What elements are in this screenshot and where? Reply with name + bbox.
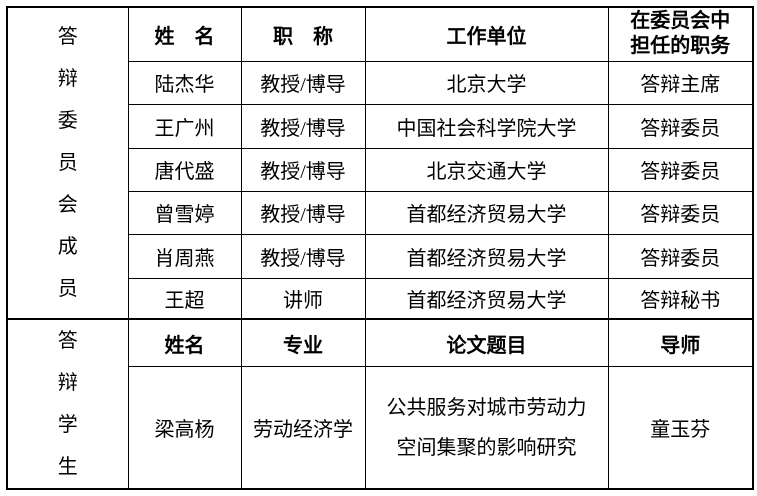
member-row: 曾雪婷 教授/博导 首都经济贸易大学 答辩委员 [7,190,754,235]
member-role: 答辩主席 [607,60,754,105]
student-row: 梁高杨 劳动经济学 公共服务对城市劳动力 空间集聚的影响研究 童玉芬 [7,366,754,490]
member-name: 唐代盛 [127,147,242,192]
student-header-row: 答 辩 学 生 姓名 专业 论文题目 导师 [6,318,754,490]
committee-header-title: 职 称 [240,6,366,62]
member-title: 讲师 [240,277,366,320]
member-title: 教授/博导 [240,103,366,149]
student-header-major: 专业 [240,318,366,368]
committee-group-label: 答 辩 委 员 会 成 员 [6,6,129,320]
student-group-label: 答 辩 学 生 [6,318,129,490]
member-title: 教授/博导 [240,190,366,235]
member-organization: 北京交通大学 [364,147,609,192]
member-organization: 首都经济贸易大学 [364,277,609,320]
member-title: 教授/博导 [240,60,366,105]
committee-header-row: 答 辩 委 员 会 成 员 姓 名 职 称 工作单位 在委员会中 担任的职务 [6,6,754,320]
committee-header-organization: 工作单位 [364,6,609,62]
student-name: 梁高杨 [127,366,242,490]
member-title: 教授/博导 [240,233,366,279]
member-name: 王超 [127,277,242,320]
member-name: 陆杰华 [127,60,242,105]
member-title: 教授/博导 [240,147,366,192]
member-row: 王广州 教授/博导 中国社会科学院大学 答辩委员 [7,103,754,149]
student-thesis-title: 公共服务对城市劳动力 空间集聚的影响研究 [364,366,609,490]
member-role: 答辩委员 [607,190,754,235]
student-header-thesis: 论文题目 [364,318,609,368]
member-organization: 首都经济贸易大学 [364,233,609,279]
member-row: 陆杰华 教授/博导 北京大学 答辩主席 [7,60,754,105]
member-organization: 北京大学 [364,60,609,105]
student-advisor: 童玉芬 [607,366,754,490]
member-role: 答辩委员 [607,147,754,192]
committee-header-name: 姓 名 [127,6,242,62]
defense-committee-table: 答 辩 委 员 会 成 员 姓 名 职 称 工作单位 在委员会中 担任的职务 陆… [6,6,754,490]
member-name: 曾雪婷 [127,190,242,235]
member-name: 王广州 [127,103,242,149]
student-header-name: 姓名 [127,318,242,368]
member-role: 答辩委员 [607,103,754,149]
member-row: 王超 讲师 首都经济贸易大学 答辩秘书 [7,277,754,320]
member-name: 肖周燕 [127,233,242,279]
student-header-advisor: 导师 [607,318,754,368]
member-role: 答辩秘书 [607,277,754,320]
member-organization: 首都经济贸易大学 [364,190,609,235]
member-row: 唐代盛 教授/博导 北京交通大学 答辩委员 [7,147,754,192]
member-role: 答辩委员 [607,233,754,279]
committee-header-role: 在委员会中 担任的职务 [607,6,754,62]
student-major: 劳动经济学 [240,366,366,490]
member-organization: 中国社会科学院大学 [364,103,609,149]
member-row: 肖周燕 教授/博导 首都经济贸易大学 答辩委员 [7,233,754,279]
